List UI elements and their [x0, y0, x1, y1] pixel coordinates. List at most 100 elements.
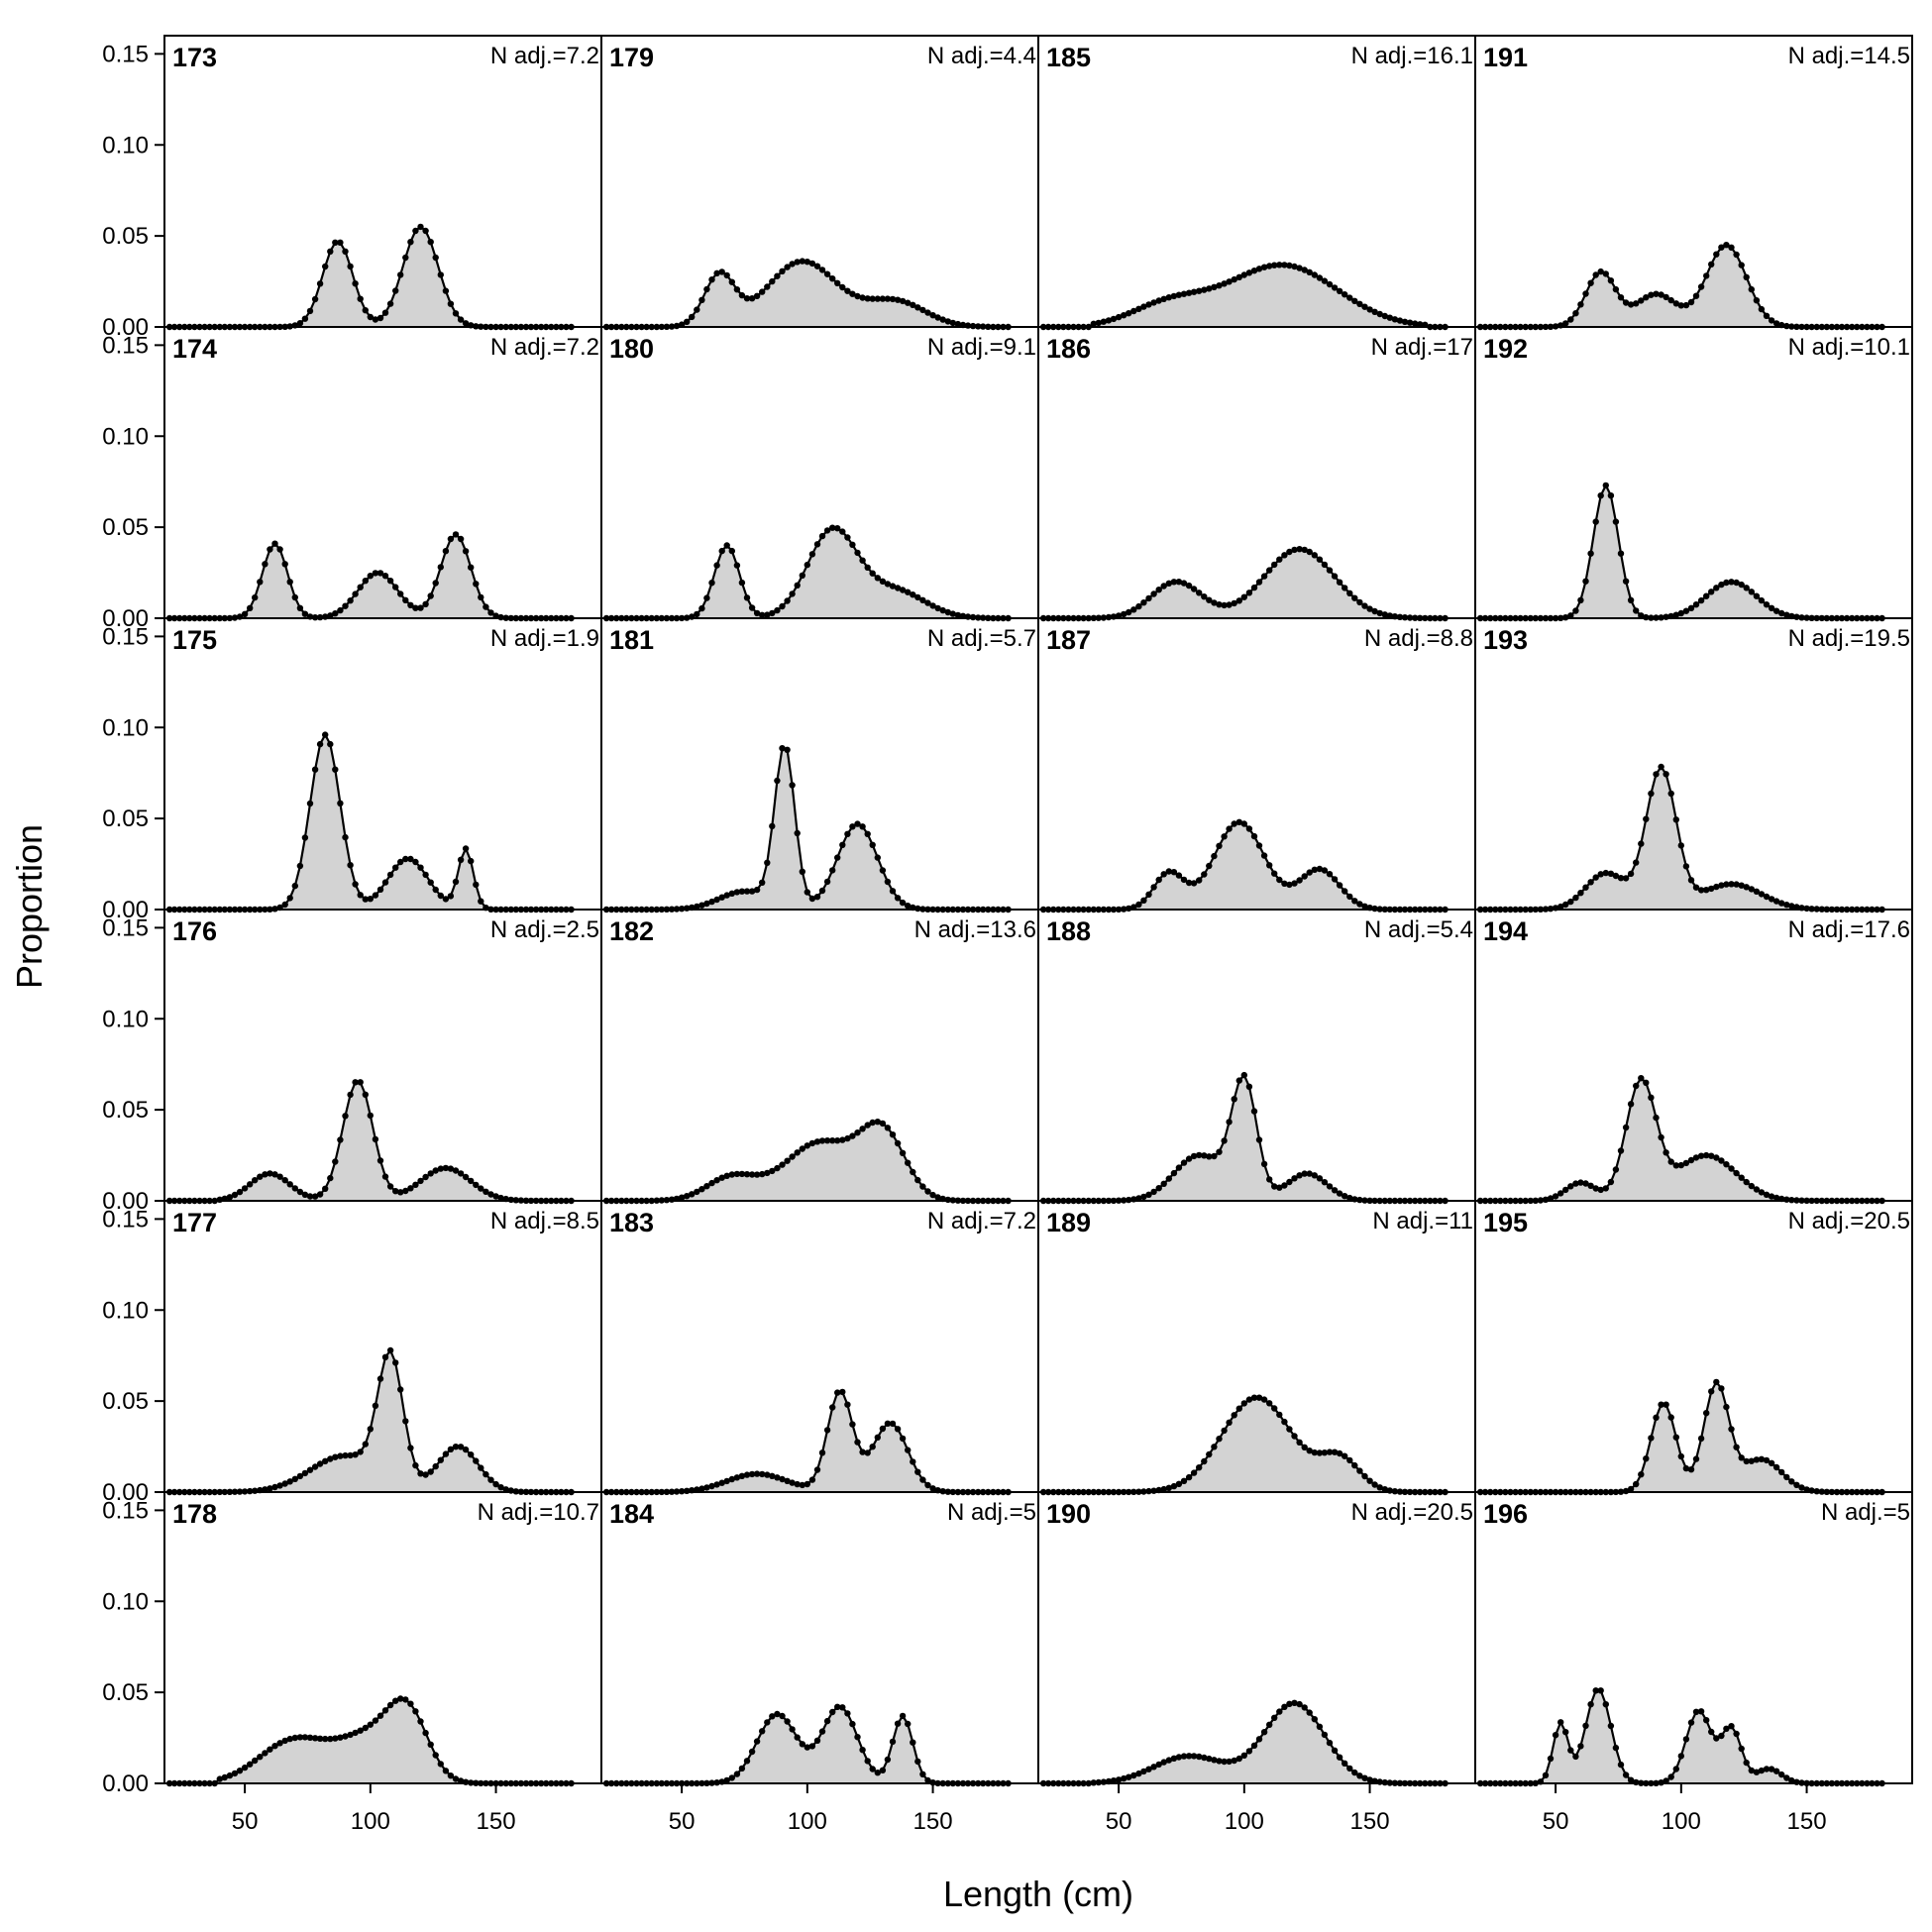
data-point — [1743, 1759, 1750, 1767]
data-point — [1296, 1172, 1303, 1179]
data-point — [823, 527, 831, 534]
data-point — [743, 1758, 751, 1765]
data-point — [1140, 1768, 1147, 1775]
data-point — [1250, 268, 1258, 274]
data-point — [457, 1444, 465, 1450]
data-point — [1627, 1485, 1635, 1493]
data-point — [236, 1188, 244, 1196]
data-point — [1697, 596, 1705, 604]
data-point — [1577, 1743, 1584, 1750]
data-point — [1778, 1771, 1785, 1778]
panel-title: 194 — [1483, 916, 1528, 946]
data-point — [1276, 876, 1283, 884]
data-point — [1718, 581, 1725, 589]
data-point — [1216, 1758, 1223, 1765]
data-point — [1778, 900, 1785, 907]
panel-title: 177 — [172, 1208, 217, 1237]
data-point — [718, 268, 725, 275]
data-point — [894, 1426, 902, 1433]
data-point — [1597, 1687, 1604, 1694]
data-point — [804, 561, 810, 569]
panel-179: 179 N adj.=4.4 — [600, 35, 1039, 331]
panel-n-adj: N adj.=5.4 — [1364, 916, 1473, 943]
panel-196: 196 N adj.=5 — [1474, 1491, 1913, 1787]
data-point — [1336, 579, 1343, 586]
data-point — [939, 316, 946, 323]
data-point — [1622, 299, 1630, 306]
data-point — [794, 829, 801, 837]
data-point — [1175, 872, 1183, 879]
data-point — [407, 1445, 414, 1451]
panel-183: 183 N adj.=7.2 — [600, 1200, 1039, 1496]
data-point — [427, 1741, 434, 1749]
data-point — [694, 610, 700, 618]
data-point — [1738, 1174, 1745, 1181]
data-point — [322, 263, 329, 270]
series-area — [1043, 265, 1446, 327]
data-point — [1663, 1401, 1669, 1408]
data-point — [844, 534, 851, 541]
data-point — [1211, 1152, 1218, 1160]
data-point — [412, 1181, 419, 1189]
data-point — [1260, 573, 1268, 580]
data-point — [738, 1170, 746, 1178]
data-point — [813, 541, 821, 548]
data-point — [1150, 299, 1157, 306]
data-point — [1577, 1179, 1584, 1186]
data-point — [864, 830, 871, 837]
data-point — [1697, 887, 1705, 894]
panel-n-adj: N adj.=17 — [1371, 334, 1473, 361]
data-point — [823, 1427, 831, 1434]
data-point — [1100, 318, 1108, 325]
data-point — [407, 1700, 414, 1707]
data-point — [432, 580, 439, 587]
data-point — [1240, 820, 1248, 827]
data-point — [789, 1479, 796, 1486]
data-point — [1772, 1768, 1780, 1774]
data-point — [397, 1189, 404, 1196]
data-point — [823, 1137, 831, 1144]
data-point — [1703, 592, 1710, 599]
data-point — [1633, 1480, 1640, 1488]
data-point — [1271, 1183, 1278, 1190]
data-point — [417, 1718, 424, 1725]
data-point — [347, 597, 354, 604]
data-point — [1577, 596, 1584, 603]
data-point — [864, 564, 871, 571]
panel-n-adj: N adj.=11 — [1372, 1208, 1473, 1234]
data-point — [1682, 863, 1690, 870]
data-point — [447, 535, 455, 543]
data-point — [823, 1717, 831, 1725]
data-point — [869, 841, 876, 848]
y-tick-label: 0.05 — [102, 514, 149, 541]
data-point — [1643, 815, 1650, 822]
data-point — [753, 1171, 761, 1178]
panel-n-adj: N adj.=5 — [947, 1499, 1036, 1526]
data-point — [1758, 1189, 1766, 1196]
data-point — [869, 1444, 876, 1450]
panel-181: 181 N adj.=5.7 — [600, 617, 1039, 913]
data-point — [1713, 1378, 1720, 1386]
data-point — [839, 283, 846, 291]
data-point — [357, 584, 364, 590]
data-point — [1175, 579, 1183, 586]
data-point — [1748, 1767, 1756, 1774]
data-point — [1346, 1456, 1353, 1464]
data-point — [919, 306, 926, 314]
data-point — [497, 1484, 504, 1491]
data-point — [910, 591, 916, 598]
data-point — [452, 878, 460, 886]
data-point — [1206, 862, 1213, 870]
data-point — [1743, 1457, 1750, 1465]
y-tick-label: 0.15 — [102, 41, 149, 67]
data-point — [1160, 1759, 1167, 1766]
data-point — [316, 1460, 324, 1467]
data-point — [1692, 1455, 1700, 1462]
data-point — [879, 295, 887, 302]
data-point — [1150, 1188, 1157, 1196]
data-point — [291, 593, 298, 601]
data-point — [422, 600, 429, 607]
data-point — [1753, 592, 1761, 599]
data-point — [1255, 579, 1263, 586]
data-point — [794, 1149, 801, 1156]
